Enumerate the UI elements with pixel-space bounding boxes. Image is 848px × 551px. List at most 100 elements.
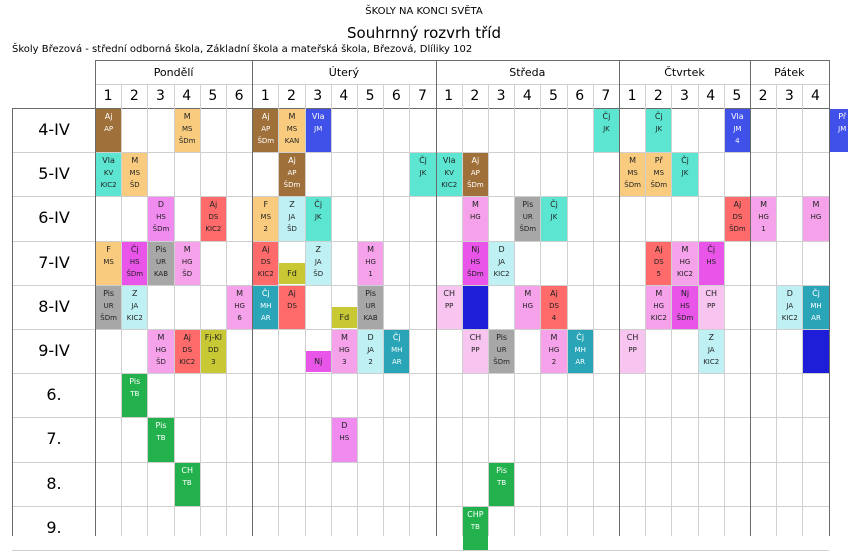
- lesson-cell: Vla JM: [305, 109, 331, 153]
- period-number: 4: [339, 88, 349, 104]
- period-number: 1: [103, 88, 113, 104]
- grid-line: [802, 84, 804, 536]
- lesson-subject: Aj: [261, 244, 270, 254]
- lesson-subject: M: [812, 200, 820, 210]
- lesson-subject: D: [786, 288, 793, 298]
- period-number: 5: [732, 88, 742, 104]
- lesson-cell: CHP TB: [462, 506, 488, 550]
- lesson-subject: Pis: [129, 377, 141, 387]
- lesson-subject: M: [471, 200, 479, 210]
- lesson-room: 2: [368, 358, 373, 366]
- lesson-subject: Pis: [365, 288, 377, 298]
- lesson-subject: CH: [705, 288, 717, 298]
- lesson-teacher: JA: [314, 257, 322, 266]
- lesson-cell: M MS KAN: [279, 109, 305, 153]
- lesson-cell: M HG 1: [751, 197, 777, 241]
- grid-line: [95, 60, 829, 61]
- lesson-cell: M HG 3: [331, 330, 357, 374]
- lesson-cell: Aj DS ŠDm: [724, 197, 750, 241]
- lesson-teacher: UR: [522, 213, 533, 222]
- lesson-subject: Aj: [183, 333, 192, 342]
- lesson-teacher: HG: [758, 213, 769, 222]
- class-row-label: 9-IV: [38, 341, 70, 360]
- lesson-subject: Aj: [261, 112, 270, 121]
- lesson-subject: Čj: [812, 288, 820, 298]
- period-number: 2: [470, 88, 480, 104]
- lesson-room: ŠDm: [467, 269, 484, 278]
- period-number: 7: [418, 88, 427, 104]
- period-number: 7: [601, 88, 611, 104]
- lesson-subject: CHP: [467, 509, 484, 519]
- lesson-cell: Nj HS ŠDm: [462, 241, 488, 285]
- lesson-cell: Čj JK: [646, 109, 672, 153]
- lesson-room: ŠDm: [519, 225, 537, 234]
- lesson-subject: M: [681, 244, 689, 254]
- lesson-teacher: UR: [496, 346, 507, 354]
- lesson-cell: [803, 330, 829, 374]
- lesson-teacher: AP: [287, 169, 297, 178]
- lesson-teacher: DS: [653, 257, 664, 266]
- grid-line: [226, 84, 227, 536]
- grid-line: [357, 84, 358, 536]
- lesson-cell: Pis UR ŠDm: [96, 285, 122, 329]
- lesson-subject: D: [367, 333, 374, 342]
- lesson-subject: D: [341, 421, 348, 431]
- lesson-teacher: HG: [470, 213, 481, 222]
- lesson-cell: Př JM: [829, 109, 848, 153]
- lesson-cell: CH PP: [620, 330, 646, 374]
- lesson-subject: Vla: [442, 156, 456, 166]
- class-row-label: 6-IV: [38, 208, 70, 228]
- day-name: Čtvrtek: [664, 66, 705, 79]
- lesson-room: 2: [263, 225, 269, 234]
- lesson-cell: CH TB: [174, 462, 200, 506]
- period-number: 5: [365, 88, 375, 104]
- lesson-cell: CH PP: [698, 285, 724, 329]
- grid-line: [488, 84, 489, 536]
- lesson-room: 6: [237, 313, 242, 322]
- grid-line: [409, 84, 411, 536]
- lesson-cell: Pis TB: [148, 418, 174, 462]
- grid-line: [383, 84, 385, 536]
- lesson-cell: M HG ŠD: [174, 241, 200, 285]
- lesson-room: ŠD: [313, 269, 324, 278]
- lesson-cell: D JA 2: [358, 330, 384, 374]
- lesson-subject: M: [760, 200, 768, 210]
- lesson-subject: M: [367, 244, 375, 254]
- lesson-cell: Vla KV KIC2: [436, 153, 462, 197]
- lesson-teacher: HG: [810, 213, 822, 222]
- lesson-teacher: PP: [444, 301, 454, 310]
- lesson-cell: Aj AP: [96, 109, 122, 153]
- lesson-teacher: JM: [314, 125, 323, 133]
- lesson-subject: Čj: [654, 112, 663, 121]
- lesson-teacher: TB: [130, 390, 140, 399]
- lesson-subject: Pis: [155, 244, 167, 254]
- lesson-subject: Čj: [419, 156, 427, 166]
- period-number: 4: [811, 88, 820, 104]
- timetable-grid: Pondělí 1 2 3 4 5 6 Úterý 1 2 3 4 5 6 7 Středa 1 2 3 4 5 6 7 Čt…: [12, 60, 848, 551]
- lesson-cell: Pis TB: [122, 374, 148, 418]
- lesson-room: 3: [342, 358, 347, 366]
- lesson-teacher: KV: [103, 169, 114, 178]
- grid-line: [199, 84, 201, 536]
- class-row-label: 9.: [46, 517, 62, 537]
- lesson-room: ŠDm: [467, 181, 484, 190]
- class-row-label: 5-IV: [38, 164, 70, 184]
- lesson-subject: Čj: [130, 244, 139, 254]
- lesson-room: KIC2: [179, 358, 196, 366]
- lesson-subject: M: [550, 333, 558, 342]
- lesson-teacher: DS: [182, 346, 193, 354]
- grid-line: [723, 84, 725, 536]
- page-title: Souhrnný rozvrh tříd: [347, 24, 501, 42]
- lesson-cell: Vla KV KIC2: [96, 153, 122, 197]
- lesson-teacher: MS: [286, 125, 298, 133]
- lesson-subject: M: [183, 112, 191, 121]
- grid-line: [12, 417, 829, 419]
- lesson-cell: Fj-Kl DD 3: [200, 330, 226, 374]
- school-subtitle: Školy Březová - střední odborná škola, Z…: [12, 44, 473, 55]
- lesson-cell: Aj DS KIC2: [200, 197, 226, 241]
- lesson-subject: Př: [654, 156, 663, 166]
- lesson-teacher: HG: [365, 257, 376, 266]
- lesson-teacher: JM: [733, 125, 742, 133]
- lesson-room: ŠDm: [126, 269, 144, 278]
- lesson-room: ŠD: [156, 358, 166, 366]
